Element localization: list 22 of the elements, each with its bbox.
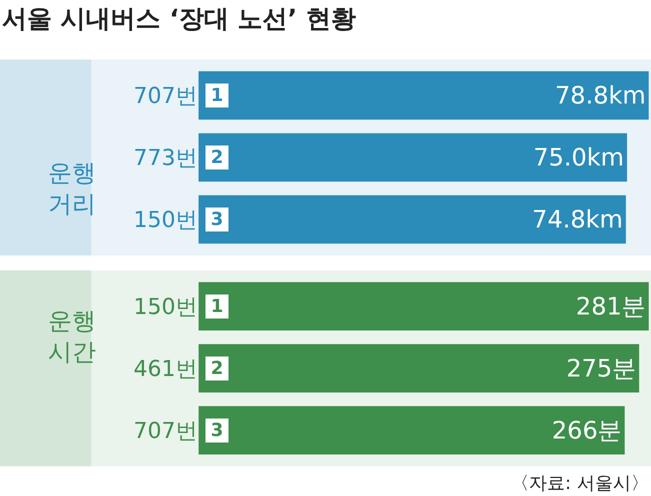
data-label: 75.0km — [533, 143, 624, 172]
annotation: 1 — [210, 85, 224, 106]
y-tick-label: 707번 — [134, 84, 198, 110]
annotation: 2 — [210, 358, 224, 379]
y-tick-label: 461번 — [134, 356, 198, 382]
text: 〈자료: 서울시〉 — [511, 473, 649, 494]
annotation: 2 — [210, 147, 224, 168]
y-tick-label: 707번 — [134, 418, 198, 444]
annotation: 1 — [210, 296, 224, 317]
data-label: 74.8km — [532, 205, 623, 234]
annotation: 3 — [210, 209, 224, 230]
data-label: 78.8km — [555, 81, 646, 110]
data-label: 275분 — [566, 354, 636, 382]
y-tick-label: 773번 — [134, 146, 198, 172]
data-label: 281분 — [576, 292, 646, 320]
y-axis-title: 운행 시간 — [48, 307, 96, 366]
y-tick-label: 150번 — [134, 294, 198, 320]
annotation: 3 — [210, 420, 224, 441]
y-axis-title: 운행 거리 — [48, 159, 96, 218]
chart-title: 서울 시내버스 ‘장대 노선’ 현황 — [2, 4, 356, 33]
data-label: 266분 — [552, 416, 622, 444]
y-tick-label: 150번 — [134, 208, 198, 234]
